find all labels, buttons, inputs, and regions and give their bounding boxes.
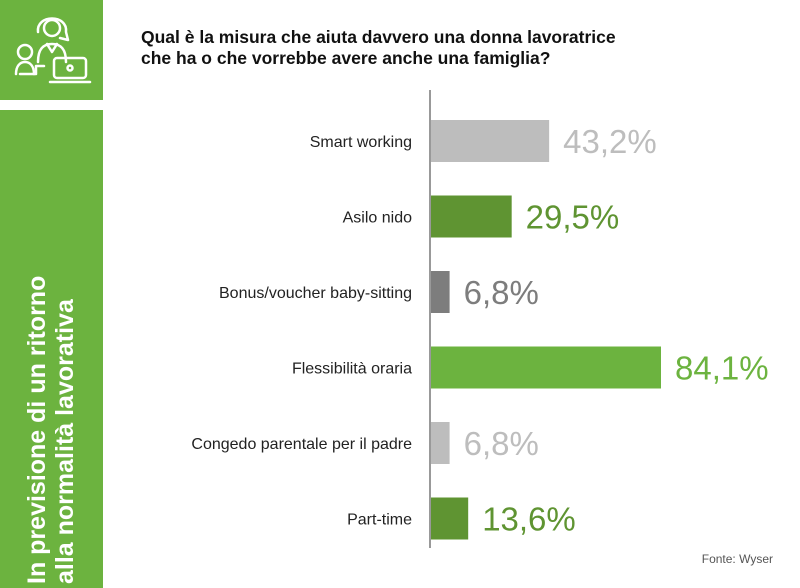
category-label: Bonus/voucher baby-sitting <box>219 285 412 302</box>
category-label: Smart working <box>310 134 412 151</box>
chart-question-title: Qual è la misura che aiuta davvero una d… <box>141 27 761 69</box>
woman-child-laptop-icon <box>14 17 92 84</box>
source-note: Fonte: Wyser <box>701 552 773 566</box>
bar <box>431 271 450 313</box>
value-label: 43,2% <box>563 123 657 160</box>
value-label: 13,6% <box>482 501 576 538</box>
question-line: che ha o che vorrebbe avere anche una fa… <box>141 48 551 68</box>
bar <box>431 120 550 162</box>
bar <box>431 497 469 540</box>
bar <box>431 346 661 389</box>
bar <box>431 422 450 464</box>
value-label: 6,8% <box>464 425 539 462</box>
bar <box>431 195 512 238</box>
value-label: 29,5% <box>526 199 620 236</box>
value-label: 84,1% <box>675 350 769 387</box>
sidebar-band: In previsione di un ritorno alla normali… <box>0 110 103 588</box>
category-label: Asilo nido <box>343 210 412 227</box>
sidebar-icon-panel <box>0 0 103 100</box>
question-line: Qual è la misura che aiuta davvero una d… <box>141 27 616 47</box>
category-label: Congedo parentale per il padre <box>191 436 412 453</box>
category-label: Part-time <box>347 512 412 529</box>
category-label: Flessibilità oraria <box>292 361 412 378</box>
value-label: 6,8% <box>464 274 539 311</box>
